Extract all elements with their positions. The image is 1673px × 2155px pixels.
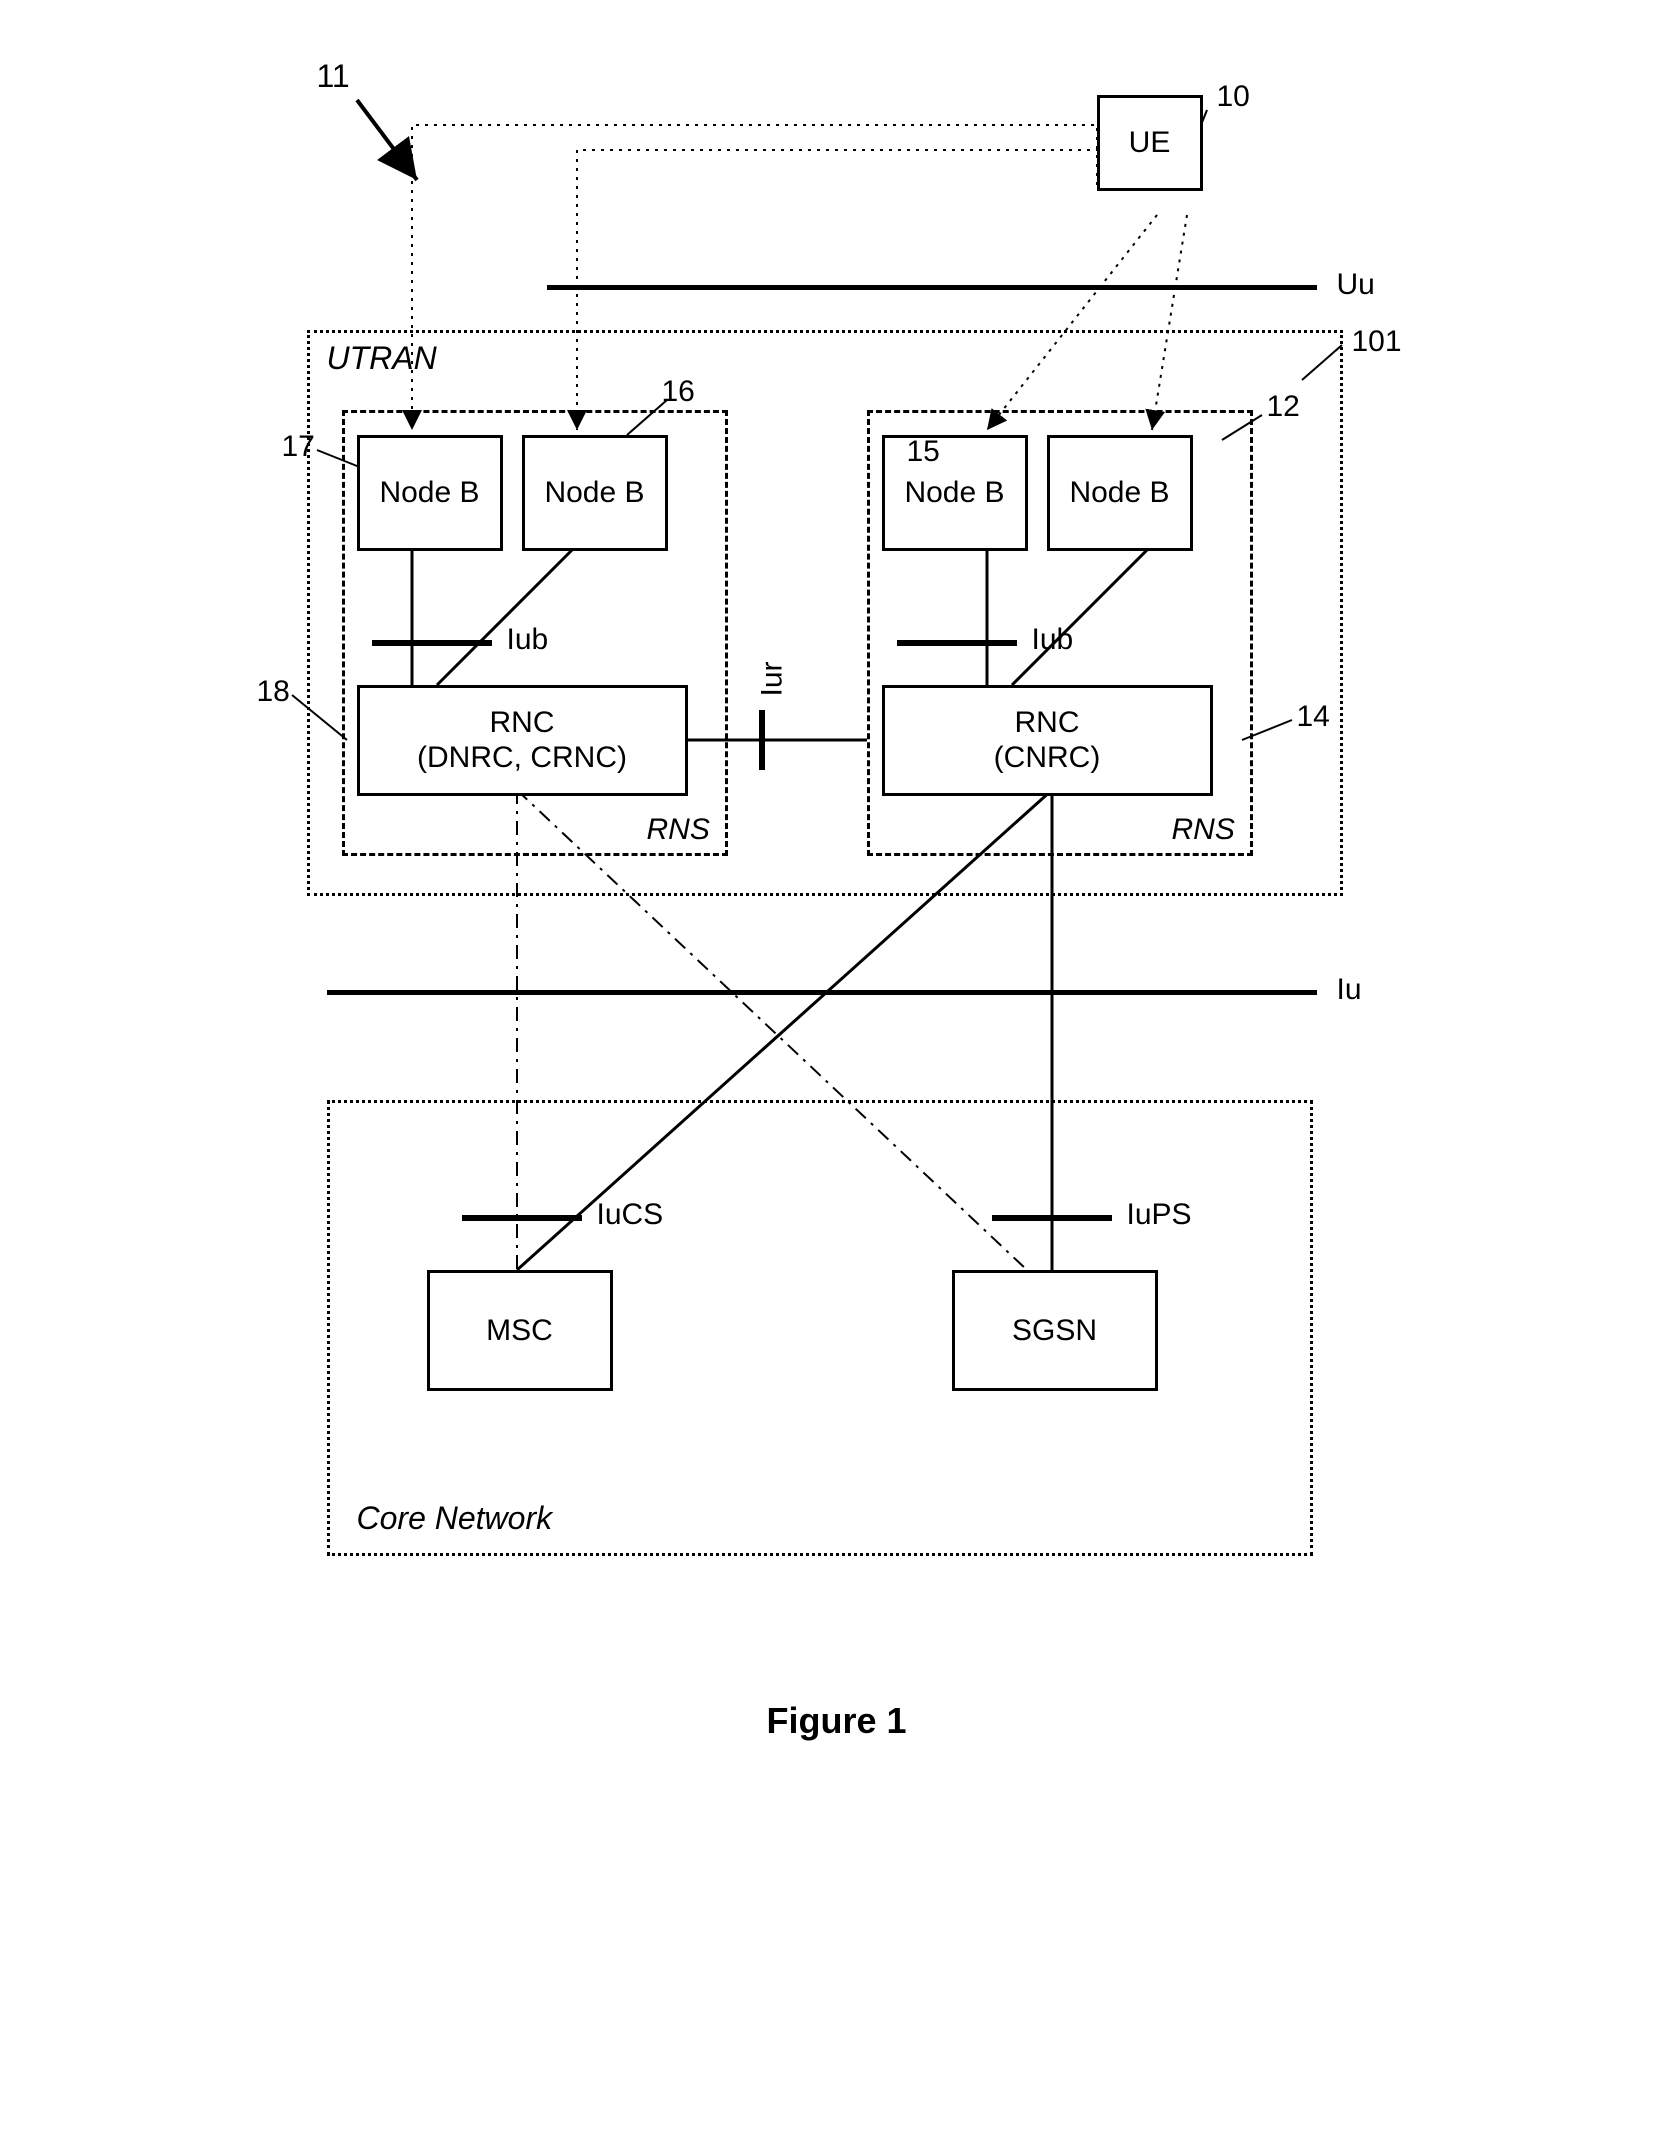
uu-bar xyxy=(547,285,1317,290)
iu-bar xyxy=(327,990,1317,995)
iucs-label: IuCS xyxy=(597,1198,664,1232)
rnc-left: RNC (DNRC, CRNC) xyxy=(357,685,688,796)
sgsn-box: SGSN xyxy=(952,1270,1158,1391)
iups-bar xyxy=(992,1215,1112,1221)
figure-caption: Figure 1 xyxy=(40,1700,1633,1742)
iub-right-bar xyxy=(897,640,1017,646)
iub-left-bar xyxy=(372,640,492,646)
nodeb-16-label: Node B xyxy=(544,476,644,510)
iub-right-label: Iub xyxy=(1032,623,1074,657)
nodeb-17-label: Node B xyxy=(379,476,479,510)
ref-15: 15 xyxy=(907,435,940,469)
ref-101: 101 xyxy=(1352,325,1402,359)
iur-label: Iur xyxy=(755,661,789,696)
ref-14: 14 xyxy=(1297,700,1330,734)
nodeb-15: Node B xyxy=(882,435,1028,551)
nodeb-17: Node B xyxy=(357,435,503,551)
rns-right-label: RNS xyxy=(1172,813,1235,847)
rns-left-label: RNS xyxy=(647,813,710,847)
core-label: Core Network xyxy=(357,1500,553,1537)
msc-box: MSC xyxy=(427,1270,613,1391)
nodeb-16: Node B xyxy=(522,435,668,551)
nodeb-12-label: Node B xyxy=(1069,476,1169,510)
diagram-canvas: 11 UE 10 Uu UTRAN 101 RNS Node B 17 Node… xyxy=(197,40,1477,1680)
uu-label: Uu xyxy=(1337,268,1375,302)
iu-label: Iu xyxy=(1337,973,1362,1007)
iups-label: IuPS xyxy=(1127,1198,1192,1232)
rnc-right-line1: RNC xyxy=(1015,706,1080,741)
ref-10: 10 xyxy=(1217,80,1250,114)
msc-label: MSC xyxy=(486,1314,553,1348)
ref-arrow-11: 11 xyxy=(317,58,350,95)
utran-label: UTRAN xyxy=(327,340,437,377)
ue-box: UE xyxy=(1097,95,1203,191)
nodeb-15-label: Node B xyxy=(904,476,1004,510)
iub-left-label: Iub xyxy=(507,623,549,657)
rnc-right: RNC (CNRC) xyxy=(882,685,1213,796)
nodeb-12: Node B xyxy=(1047,435,1193,551)
rnc-left-line2: (DNRC, CRNC) xyxy=(417,741,627,776)
sgsn-label: SGSN xyxy=(1012,1314,1097,1348)
ref-16: 16 xyxy=(662,375,695,409)
rnc-right-line2: (CNRC) xyxy=(994,741,1101,776)
ref-17: 17 xyxy=(282,430,315,464)
ref-18: 18 xyxy=(257,675,290,709)
ref-12: 12 xyxy=(1267,390,1300,424)
ue-label: UE xyxy=(1129,126,1171,160)
iucs-bar xyxy=(462,1215,582,1221)
rnc-left-line1: RNC xyxy=(490,706,555,741)
